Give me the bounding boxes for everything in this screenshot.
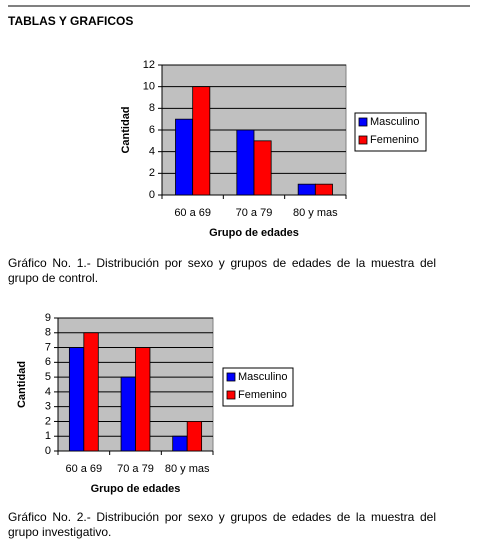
bar	[175, 118, 194, 196]
y-tick-label: 2	[149, 167, 155, 179]
bar	[236, 129, 255, 196]
y-tick-label: 8	[45, 327, 51, 339]
x-axis-label: Grupo de edades	[91, 483, 181, 495]
caption: Gráfico No. 2.- Distribución por sexo y …	[8, 510, 436, 539]
bar	[192, 86, 211, 196]
legend-label: Masculino	[238, 371, 288, 383]
x-axis-label: Grupo de edades	[209, 227, 299, 239]
y-tick-label: 10	[143, 81, 155, 93]
x-tick-label: 70 a 79	[236, 207, 273, 219]
x-tick-label: 80 y mas	[293, 207, 338, 219]
y-tick-label: 4	[45, 386, 51, 398]
bar	[83, 332, 99, 452]
heading: TABLAS Y GRAFICOS	[8, 14, 133, 28]
bar	[172, 435, 188, 452]
y-tick-label: 1	[45, 430, 51, 442]
legend-label: Masculino	[370, 116, 420, 128]
bar	[68, 347, 85, 452]
y-tick-label: 6	[45, 356, 51, 368]
bar	[186, 421, 203, 452]
legend-label: Femenino	[238, 389, 287, 401]
x-tick-label: 60 a 69	[174, 207, 211, 219]
y-tick-label: 4	[149, 146, 155, 158]
y-tick-label: 0	[149, 189, 155, 201]
y-tick-label: 9	[45, 312, 51, 324]
y-axis-label: Cantidad	[120, 106, 132, 153]
y-tick-label: 2	[45, 415, 51, 427]
y-tick-label: 3	[45, 401, 51, 413]
y-tick-label: 5	[45, 371, 51, 383]
y-axis-label: Cantidad	[16, 361, 28, 408]
bar	[135, 347, 151, 452]
y-tick-label: 8	[149, 102, 155, 114]
x-tick-label: 70 a 79	[117, 463, 154, 475]
y-tick-label: 12	[143, 59, 155, 71]
bar	[120, 376, 136, 452]
legend-swatch	[358, 135, 368, 145]
legend-label: Femenino	[370, 134, 419, 146]
legend-swatch	[226, 390, 236, 400]
legend-swatch	[226, 372, 236, 382]
x-tick-label: 80 y mas	[165, 463, 210, 475]
y-tick-label: 7	[45, 341, 51, 353]
caption: Gráfico No. 1.- Distribución por sexo y …	[8, 256, 436, 285]
y-tick-label: 6	[149, 124, 155, 136]
legend	[354, 112, 427, 152]
bar	[253, 140, 272, 196]
bar	[297, 183, 316, 196]
legend-swatch	[358, 117, 368, 127]
x-tick-label: 60 a 69	[65, 463, 102, 475]
bar	[314, 183, 333, 196]
y-tick-label: 0	[45, 445, 51, 457]
